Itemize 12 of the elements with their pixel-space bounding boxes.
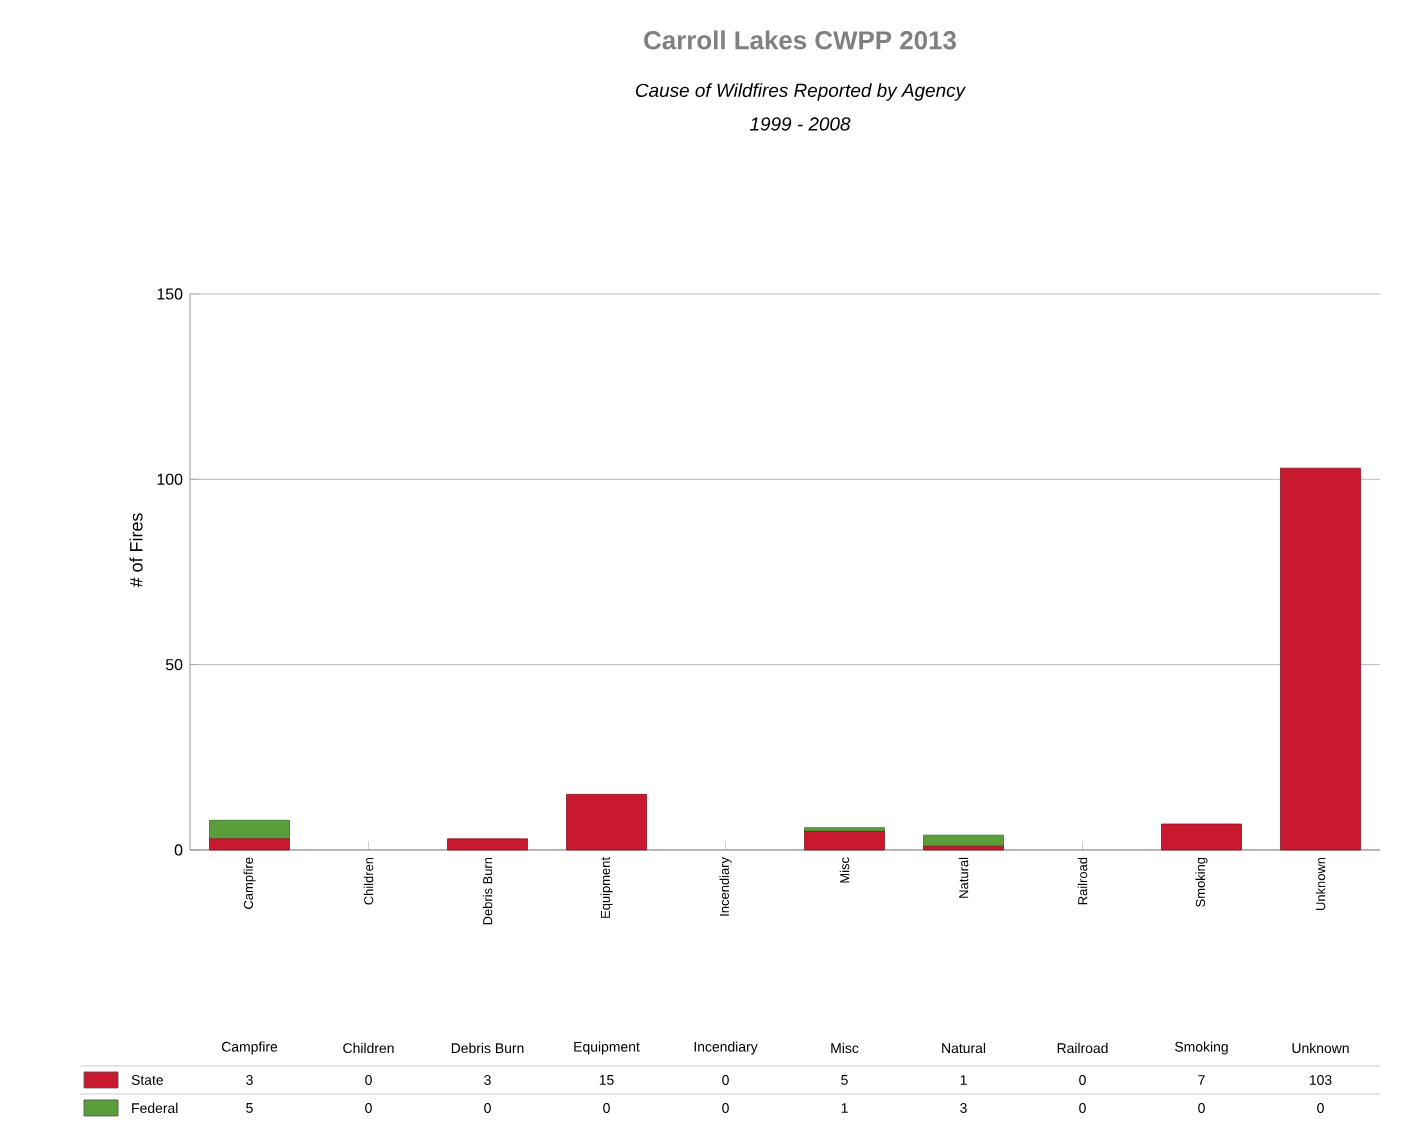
text: 1999 - 2008 xyxy=(749,117,851,131)
bar xyxy=(923,834,1004,847)
y-axis-title: # of Fires xyxy=(129,513,143,588)
bar xyxy=(209,838,290,851)
chart-title: Carroll Lakes CWPP 2013 xyxy=(644,30,956,50)
bar xyxy=(209,819,290,840)
bar xyxy=(447,838,528,851)
bar xyxy=(1280,467,1361,851)
bar xyxy=(1161,823,1242,851)
bar xyxy=(804,831,885,851)
chart-subtitle: Cause of Wildfires Reported by Agency xyxy=(635,83,966,101)
bar xyxy=(566,793,647,851)
